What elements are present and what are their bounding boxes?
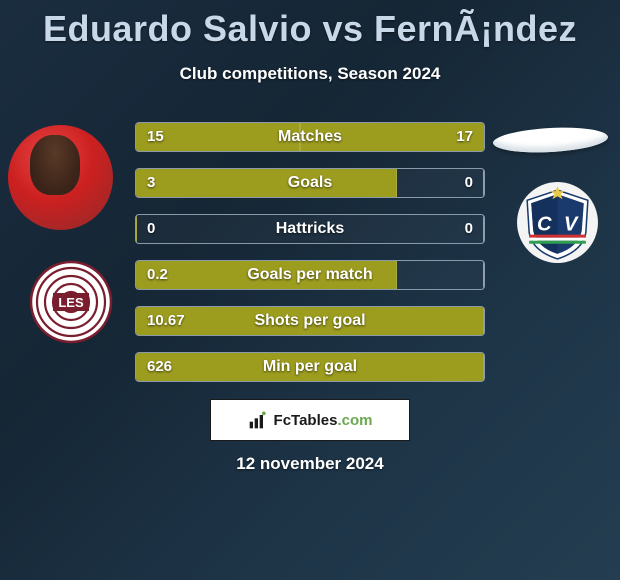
stat-track (135, 260, 485, 290)
stat-track (135, 168, 485, 198)
stat-row: Hattricks00 (135, 214, 485, 244)
source-badge: FcTables.com (210, 399, 410, 441)
source-prefix: FcTables (274, 412, 338, 429)
stat-left-fill (136, 353, 484, 381)
stat-right-fill (483, 261, 484, 289)
stat-left-fill (136, 169, 397, 197)
page-subtitle: Club competitions, Season 2024 (0, 50, 620, 84)
bars-icon (248, 410, 268, 430)
club-crest-right: C V (505, 180, 610, 265)
stat-row: Shots per goal10.67 (135, 306, 485, 336)
stat-left-fill (136, 307, 484, 335)
stat-left-fill (136, 123, 300, 151)
stats-bars: Matches1517 Goals30 Hattricks00 Goals per m… (135, 122, 485, 398)
stat-right-fill (483, 353, 484, 381)
footer-date: 12 november 2024 (0, 454, 620, 474)
player-right-avatar (492, 125, 608, 155)
stat-track (135, 352, 485, 382)
stat-row: Matches1517 (135, 122, 485, 152)
stat-row: Goals per match0.2 (135, 260, 485, 290)
svg-text:C: C (537, 214, 552, 236)
stat-left-fill (136, 261, 397, 289)
svg-text:LES: LES (58, 295, 84, 310)
source-suffix: .com (337, 412, 372, 429)
svg-text:V: V (564, 214, 579, 236)
stat-left-fill (136, 215, 137, 243)
source-text: FcTables.com (274, 412, 373, 429)
stat-right-fill (300, 123, 484, 151)
stat-row: Min per goal626 (135, 352, 485, 382)
stat-right-fill (483, 169, 484, 197)
stat-track (135, 214, 485, 244)
stat-right-fill (483, 215, 484, 243)
player-left-avatar (8, 125, 113, 230)
club-crest-left: LES (20, 260, 122, 344)
stat-row: Goals30 (135, 168, 485, 198)
page-title: Eduardo Salvio vs FernÃ¡ndez (0, 0, 620, 50)
stat-right-fill (483, 307, 484, 335)
stat-track (135, 122, 485, 152)
stat-track (135, 306, 485, 336)
